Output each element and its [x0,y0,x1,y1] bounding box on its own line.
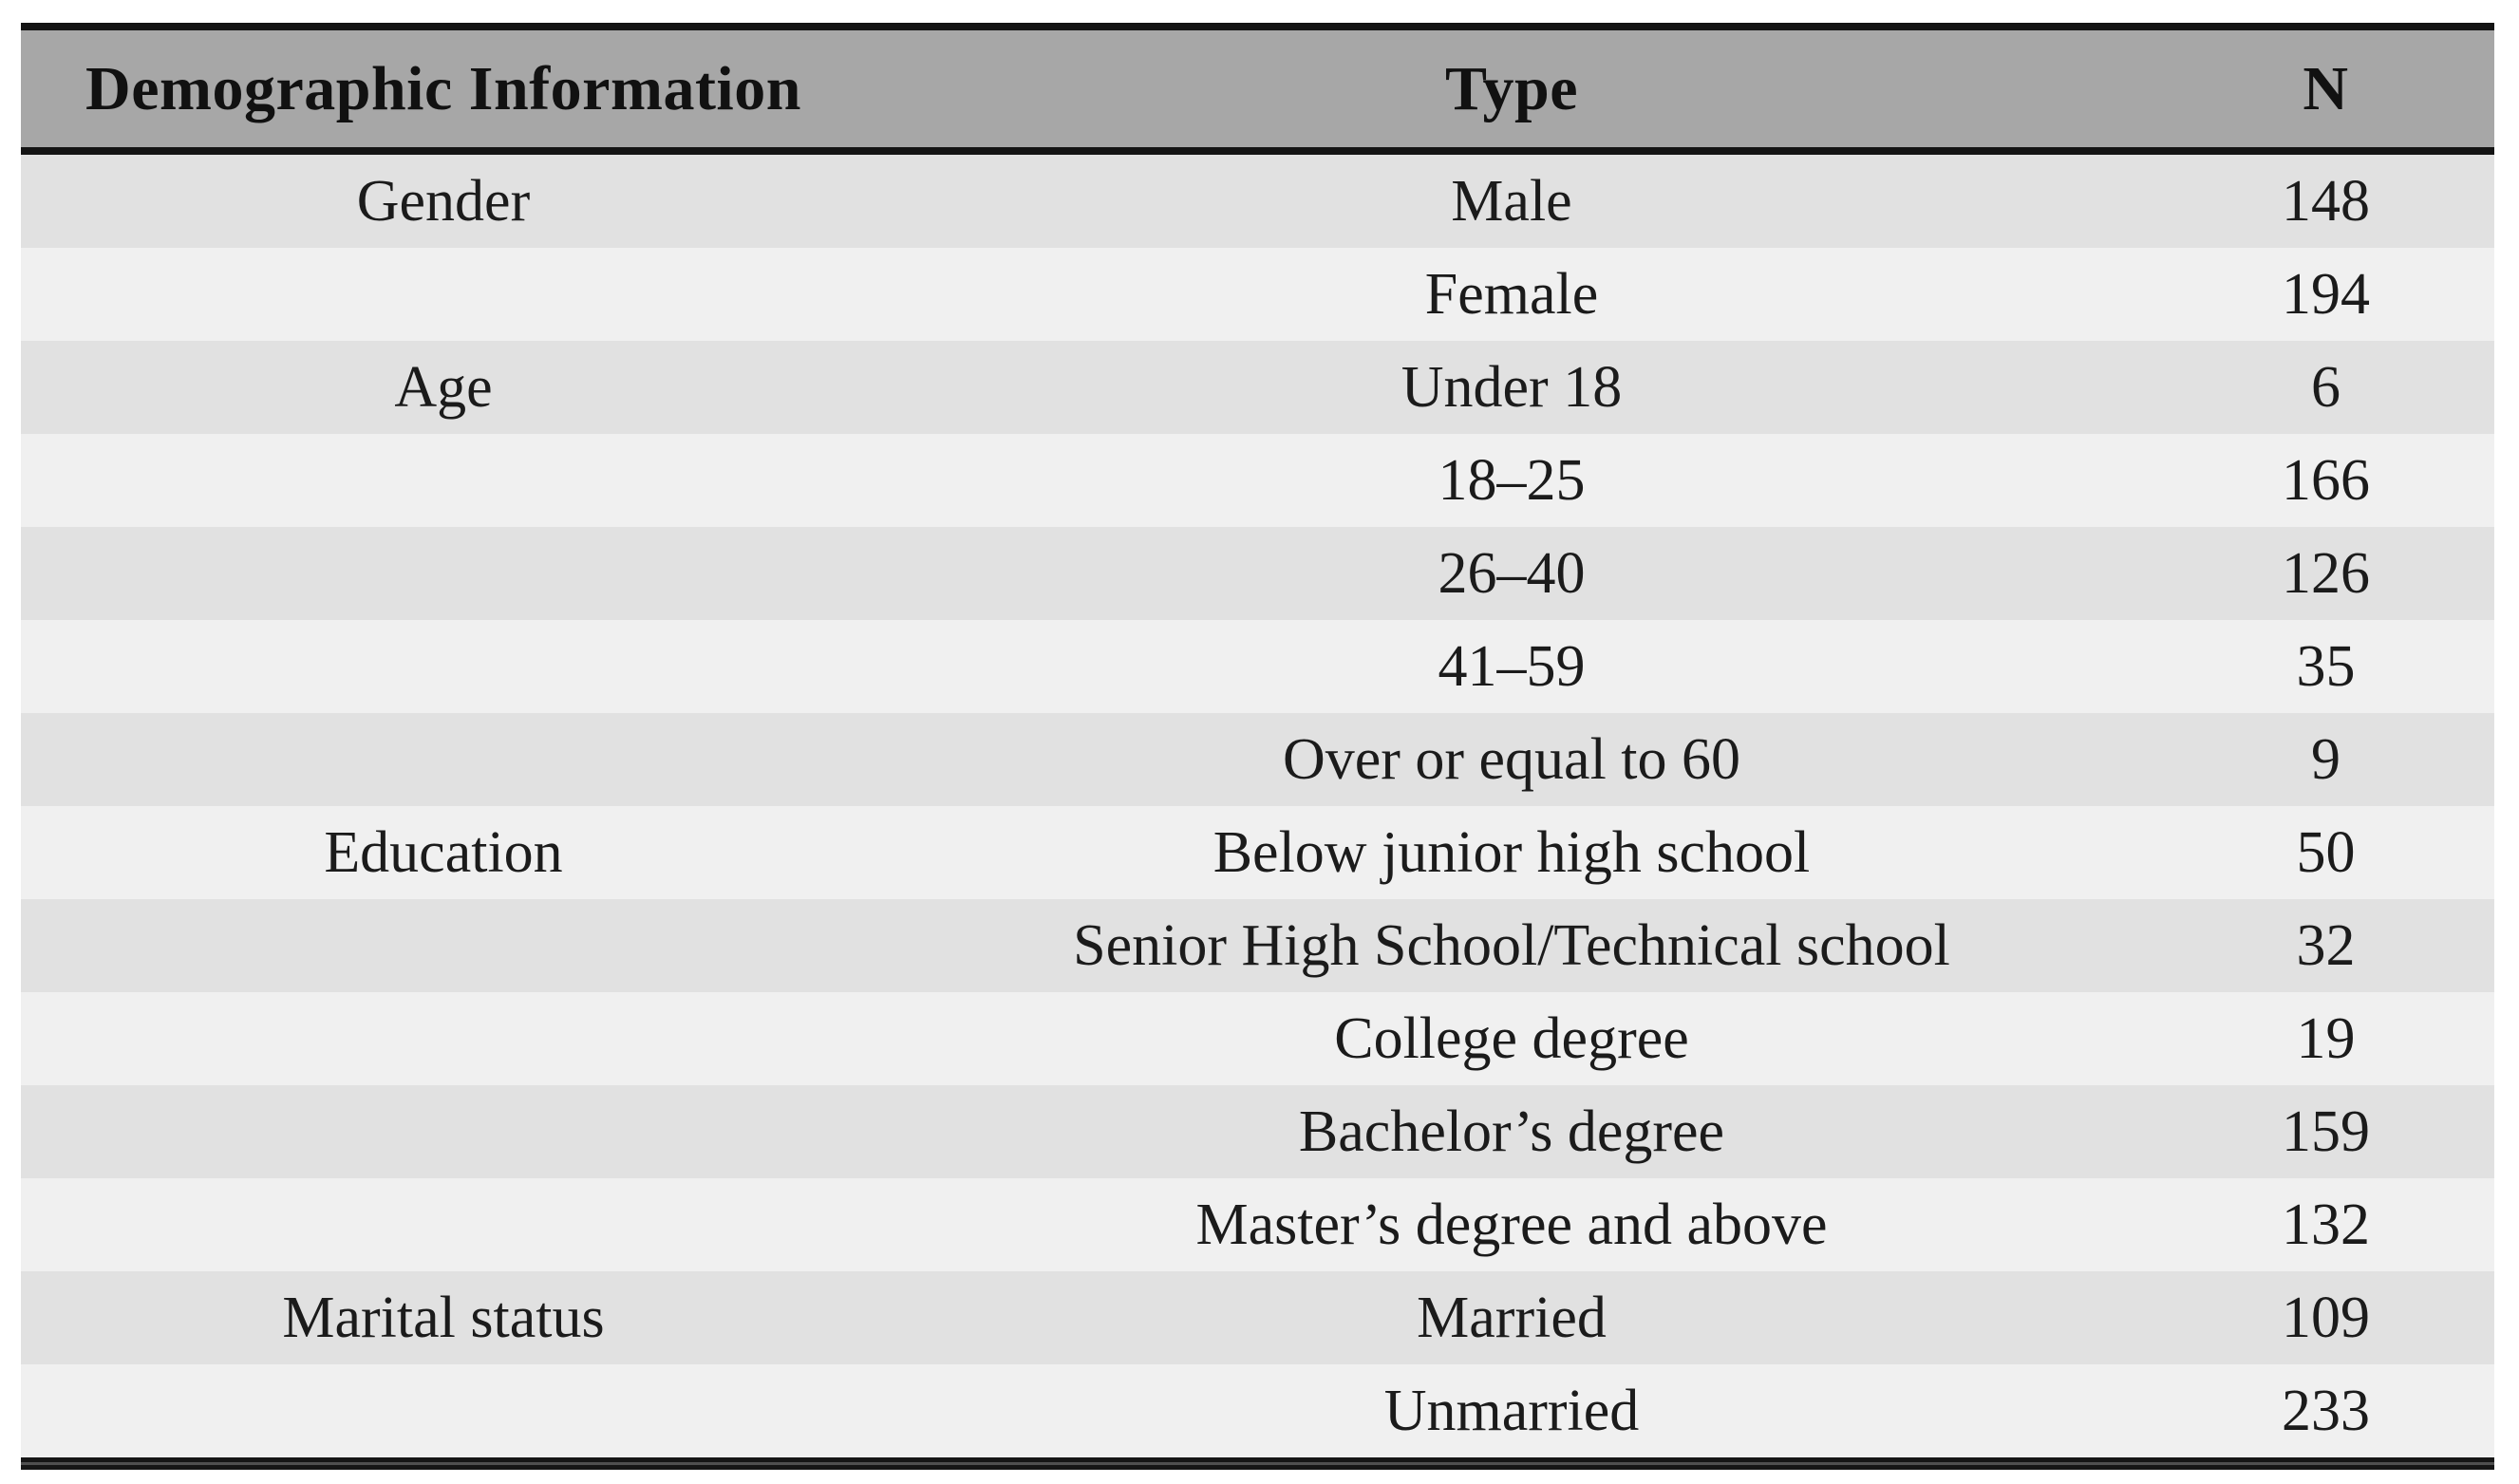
table-row: College degree 19 [21,992,2494,1085]
table-row: 41–59 35 [21,620,2494,713]
table-row: Master’s degree and above 132 [21,1178,2494,1271]
cell-type: 26–40 [866,527,2157,620]
cell-type: Unmarried [866,1364,2157,1457]
cell-n: 166 [2157,434,2494,527]
cell-type: Over or equal to 60 [866,713,2157,806]
table-body: Gender Male 148 Female 194 Age Under 18 … [21,151,2494,1457]
table-header: Demographic Information Type N [21,30,2494,155]
cell-type: Under 18 [866,341,2157,434]
cell-n: 50 [2157,806,2494,899]
cell-group [21,248,866,341]
cell-n: 233 [2157,1364,2494,1457]
cell-group: Marital status [21,1271,866,1364]
cell-n: 159 [2157,1085,2494,1178]
cell-n: 194 [2157,248,2494,341]
cell-group [21,1364,866,1457]
demographics-table: Demographic Information Type N Gender Ma… [21,30,2494,1457]
cell-type: College degree [866,992,2157,1085]
cell-group: Gender [21,151,866,248]
cell-n: 109 [2157,1271,2494,1364]
cell-type: 18–25 [866,434,2157,527]
cell-type: 41–59 [866,620,2157,713]
cell-group [21,527,866,620]
cell-group [21,620,866,713]
cell-group [21,992,866,1085]
table-row: Gender Male 148 [21,151,2494,248]
cell-type: Bachelor’s degree [866,1085,2157,1178]
table-row: 26–40 126 [21,527,2494,620]
column-header-demographic: Demographic Information [21,30,866,155]
header-row: Demographic Information Type N [21,30,2494,155]
table-row: Female 194 [21,248,2494,341]
cell-type: Below junior high school [866,806,2157,899]
cell-type: Male [866,151,2157,248]
table-row: Over or equal to 60 9 [21,713,2494,806]
cell-type: Senior High School/Technical school [866,899,2157,992]
demographics-table-container: Demographic Information Type N Gender Ma… [21,23,2494,1470]
column-header-n: N [2157,30,2494,155]
table-row: Bachelor’s degree 159 [21,1085,2494,1178]
cell-type: Female [866,248,2157,341]
table-row: Senior High School/Technical school 32 [21,899,2494,992]
table-row: 18–25 166 [21,434,2494,527]
cell-n: 126 [2157,527,2494,620]
cell-group: Age [21,341,866,434]
table-bottom-rule [21,1457,2494,1470]
cell-group [21,713,866,806]
table-row: Marital status Married 109 [21,1271,2494,1364]
table-row: Education Below junior high school 50 [21,806,2494,899]
cell-type: Master’s degree and above [866,1178,2157,1271]
cell-n: 148 [2157,151,2494,248]
cell-n: 6 [2157,341,2494,434]
cell-group: Education [21,806,866,899]
column-header-type: Type [866,30,2157,155]
cell-type: Married [866,1271,2157,1364]
table-row: Age Under 18 6 [21,341,2494,434]
cell-n: 35 [2157,620,2494,713]
cell-n: 9 [2157,713,2494,806]
cell-n: 32 [2157,899,2494,992]
cell-group [21,899,866,992]
cell-group [21,1085,866,1178]
cell-n: 132 [2157,1178,2494,1271]
cell-group [21,434,866,527]
cell-n: 19 [2157,992,2494,1085]
cell-group [21,1178,866,1271]
table-row: Unmarried 233 [21,1364,2494,1457]
